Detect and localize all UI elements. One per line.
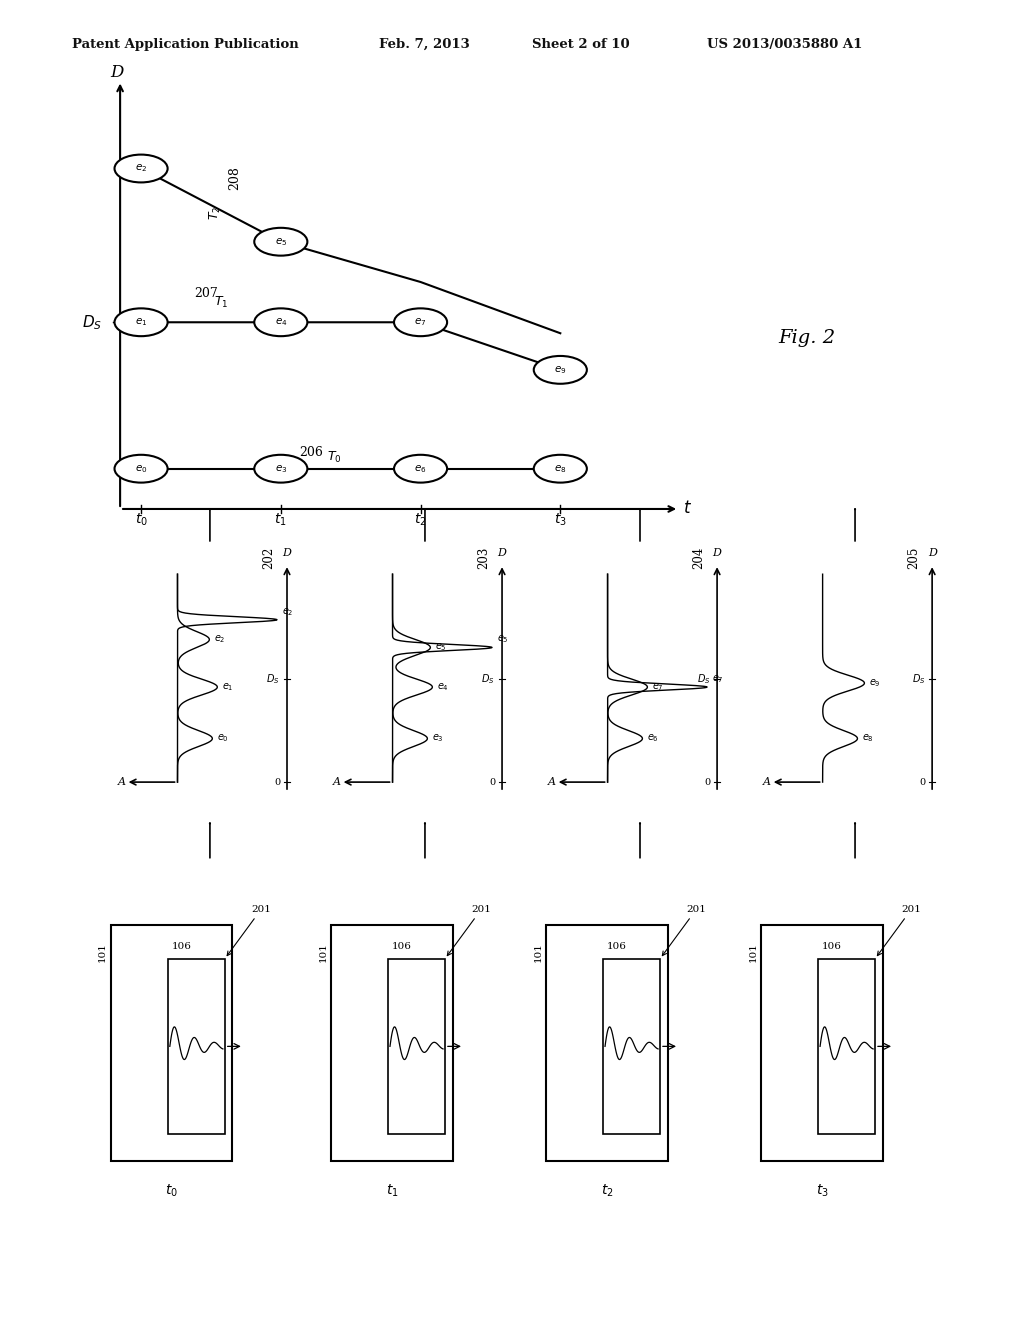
- Text: $T_1$: $T_1$: [214, 296, 228, 310]
- Text: $e_7$: $e_7$: [712, 673, 724, 685]
- Text: 0: 0: [488, 777, 495, 787]
- Text: $e_4$: $e_4$: [274, 317, 287, 329]
- Text: 201: 201: [663, 904, 707, 956]
- Text: $e_2$: $e_2$: [214, 634, 226, 645]
- Text: Patent Application Publication: Patent Application Publication: [72, 37, 298, 50]
- Text: $e_6$: $e_6$: [415, 463, 427, 475]
- Text: Feb. 7, 2013: Feb. 7, 2013: [379, 37, 470, 50]
- Text: A: A: [118, 777, 126, 787]
- Text: 106: 106: [822, 941, 842, 950]
- Text: 0: 0: [273, 777, 280, 787]
- Text: $e_6$: $e_6$: [647, 733, 659, 744]
- Circle shape: [534, 356, 587, 384]
- Text: 205: 205: [907, 546, 921, 569]
- Text: $e_5$: $e_5$: [435, 642, 447, 653]
- Text: D: D: [111, 63, 124, 81]
- Text: D: D: [498, 548, 507, 558]
- Text: D: D: [713, 548, 722, 558]
- Text: $e_8$: $e_8$: [554, 463, 566, 475]
- Circle shape: [254, 455, 307, 483]
- Circle shape: [115, 455, 168, 483]
- Text: $t_2$: $t_2$: [601, 1183, 613, 1199]
- FancyBboxPatch shape: [761, 925, 883, 1160]
- Text: $e_7$: $e_7$: [415, 317, 427, 329]
- Text: $e_9$: $e_9$: [554, 364, 566, 376]
- Text: 208: 208: [227, 166, 241, 190]
- Circle shape: [115, 154, 168, 182]
- Text: 201: 201: [227, 904, 271, 956]
- Text: 101: 101: [318, 942, 328, 962]
- Text: 106: 106: [607, 941, 627, 950]
- FancyBboxPatch shape: [603, 958, 659, 1134]
- Text: A: A: [333, 777, 341, 787]
- Text: 201: 201: [447, 904, 492, 956]
- Circle shape: [394, 455, 447, 483]
- Text: $e_0$: $e_0$: [135, 463, 147, 475]
- Text: $e_3$: $e_3$: [432, 733, 444, 744]
- Text: 106: 106: [172, 941, 191, 950]
- Text: Sheet 2 of 10: Sheet 2 of 10: [532, 37, 630, 50]
- Text: $e_1$: $e_1$: [135, 317, 147, 329]
- Text: 202: 202: [262, 546, 275, 569]
- Text: $D_S$: $D_S$: [82, 313, 102, 331]
- Text: $t_0$: $t_0$: [165, 1183, 178, 1199]
- Text: 206: 206: [299, 446, 323, 458]
- Text: $t_3$: $t_3$: [554, 512, 566, 528]
- Text: 0: 0: [703, 777, 710, 787]
- Text: $t_0$: $t_0$: [134, 512, 147, 528]
- Text: 0: 0: [919, 777, 925, 787]
- FancyBboxPatch shape: [111, 925, 232, 1160]
- Text: $e_8$: $e_8$: [862, 733, 874, 744]
- Text: $e_0$: $e_0$: [217, 733, 229, 744]
- Text: $t_1$: $t_1$: [274, 512, 287, 528]
- Text: A: A: [548, 777, 556, 787]
- FancyBboxPatch shape: [388, 958, 444, 1134]
- Text: $e_3$: $e_3$: [274, 463, 287, 475]
- Text: 101: 101: [749, 942, 758, 962]
- Text: $t$: $t$: [683, 500, 692, 517]
- Text: $D_S$: $D_S$: [911, 672, 925, 686]
- Text: 106: 106: [392, 941, 412, 950]
- Text: Fig. 2: Fig. 2: [778, 329, 836, 347]
- Text: $e_1$: $e_1$: [222, 681, 233, 693]
- Circle shape: [254, 228, 307, 256]
- FancyBboxPatch shape: [332, 925, 453, 1160]
- Text: $D_S$: $D_S$: [481, 672, 495, 686]
- Text: $t_2$: $t_2$: [415, 512, 427, 528]
- Text: 201: 201: [878, 904, 922, 956]
- Text: $e_2$: $e_2$: [282, 606, 294, 618]
- Text: US 2013/0035880 A1: US 2013/0035880 A1: [707, 37, 862, 50]
- FancyBboxPatch shape: [818, 958, 874, 1134]
- FancyBboxPatch shape: [547, 925, 668, 1160]
- Text: $D_S$: $D_S$: [266, 672, 280, 686]
- Text: 207: 207: [195, 286, 218, 300]
- FancyBboxPatch shape: [168, 958, 225, 1134]
- Text: $T_2$: $T_2$: [208, 206, 223, 220]
- Circle shape: [534, 455, 587, 483]
- Text: 101: 101: [534, 942, 543, 962]
- Circle shape: [115, 309, 168, 337]
- Text: 101: 101: [98, 942, 108, 962]
- Text: $e_5$: $e_5$: [274, 236, 287, 248]
- Text: $e_4$: $e_4$: [437, 681, 450, 693]
- Text: $t_1$: $t_1$: [386, 1183, 398, 1199]
- Text: 204: 204: [692, 546, 706, 569]
- Circle shape: [394, 309, 447, 337]
- Text: 203: 203: [477, 546, 490, 569]
- Text: $e_7$: $e_7$: [652, 681, 665, 693]
- Text: $e_2$: $e_2$: [135, 162, 147, 174]
- Circle shape: [254, 309, 307, 337]
- Text: A: A: [763, 777, 771, 787]
- Text: $T_0$: $T_0$: [327, 450, 342, 466]
- Text: $t_3$: $t_3$: [815, 1183, 828, 1199]
- Text: $D_S$: $D_S$: [696, 672, 710, 686]
- Text: $e_9$: $e_9$: [869, 677, 882, 689]
- Text: $e_5$: $e_5$: [497, 634, 509, 645]
- Text: D: D: [928, 548, 937, 558]
- Text: D: D: [283, 548, 292, 558]
